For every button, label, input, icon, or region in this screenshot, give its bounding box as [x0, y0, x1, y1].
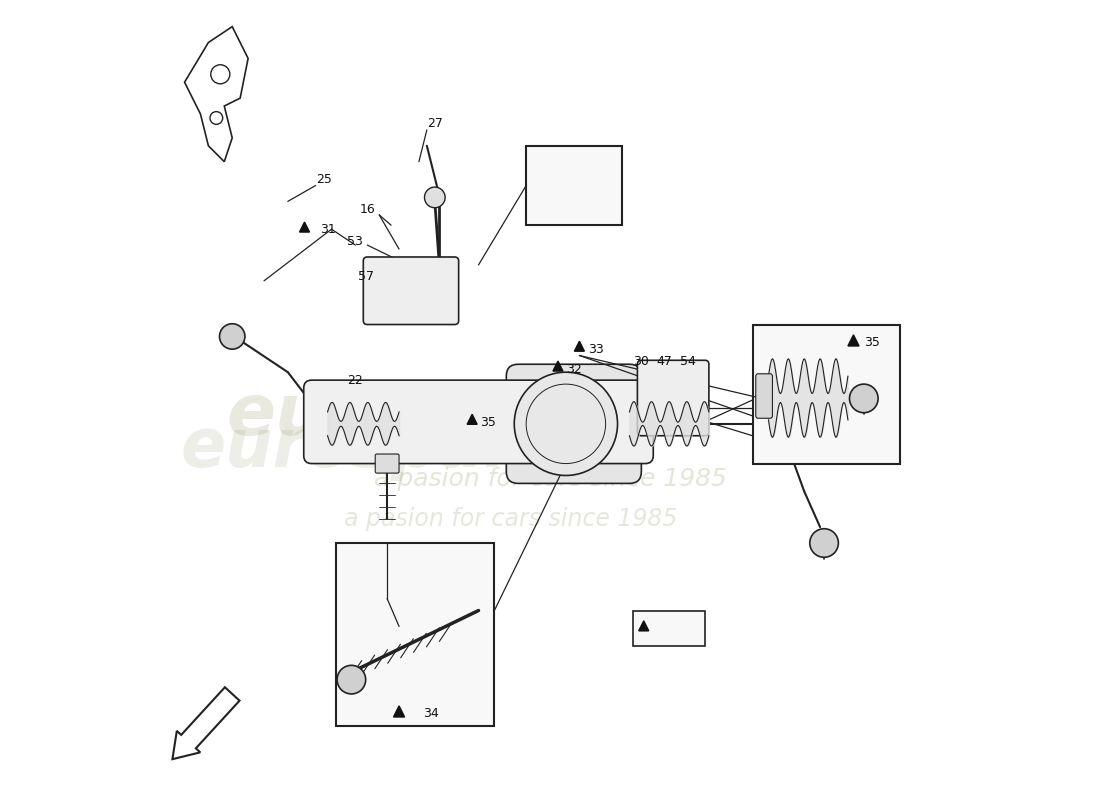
Polygon shape [639, 621, 649, 631]
Text: 36: 36 [544, 213, 560, 226]
Text: 27: 27 [427, 117, 442, 130]
FancyBboxPatch shape [506, 364, 641, 483]
Text: 32: 32 [566, 363, 582, 376]
Text: = 1: = 1 [670, 622, 692, 634]
Text: 35: 35 [864, 336, 880, 350]
FancyBboxPatch shape [336, 543, 494, 726]
FancyBboxPatch shape [634, 610, 705, 646]
FancyBboxPatch shape [756, 374, 772, 418]
Text: V8: V8 [548, 209, 564, 222]
Circle shape [515, 372, 617, 475]
FancyBboxPatch shape [526, 146, 621, 226]
Polygon shape [468, 414, 477, 424]
Text: 47: 47 [657, 354, 672, 367]
Polygon shape [574, 342, 584, 351]
Text: 57: 57 [358, 270, 374, 283]
Text: 53: 53 [348, 234, 363, 248]
FancyArrow shape [173, 687, 240, 759]
Text: 31: 31 [320, 222, 336, 236]
Text: 25: 25 [316, 173, 331, 186]
Text: eurospares: eurospares [227, 382, 683, 450]
Circle shape [425, 187, 446, 208]
FancyBboxPatch shape [637, 360, 708, 436]
FancyBboxPatch shape [363, 257, 459, 325]
Polygon shape [848, 335, 859, 346]
Polygon shape [553, 361, 563, 371]
FancyBboxPatch shape [752, 325, 900, 463]
Text: 54: 54 [680, 354, 695, 367]
Polygon shape [394, 706, 405, 717]
Text: 22: 22 [348, 374, 363, 386]
Text: 34: 34 [424, 707, 439, 720]
Circle shape [337, 666, 365, 694]
FancyBboxPatch shape [375, 454, 399, 473]
Text: a pasion for cars since 1985: a pasion for cars since 1985 [374, 467, 726, 491]
Text: 30: 30 [632, 354, 649, 367]
Text: 33: 33 [588, 343, 604, 357]
Circle shape [849, 384, 878, 413]
Polygon shape [299, 222, 309, 232]
FancyBboxPatch shape [304, 380, 653, 463]
Circle shape [810, 529, 838, 558]
Circle shape [220, 324, 245, 349]
Text: 35: 35 [480, 416, 496, 429]
Text: a pasion for cars since 1985: a pasion for cars since 1985 [343, 507, 676, 531]
Text: eurospares: eurospares [180, 414, 602, 481]
Text: 16: 16 [360, 203, 375, 216]
